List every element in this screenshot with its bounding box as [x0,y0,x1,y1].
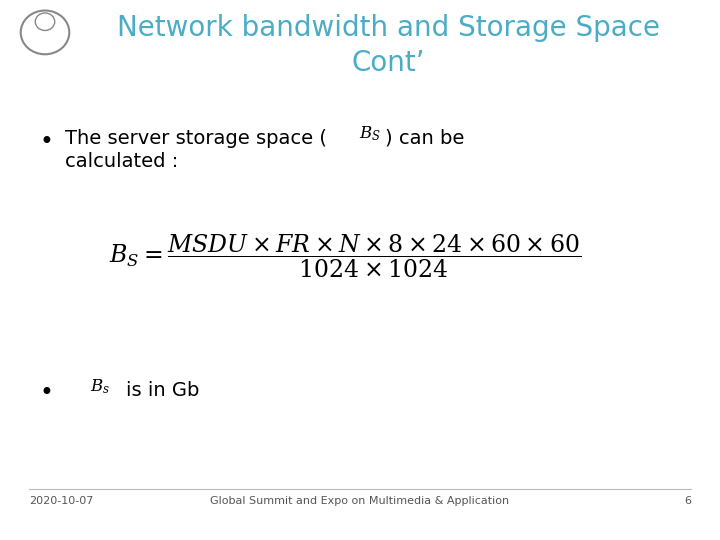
Text: •: • [40,130,53,153]
Text: 6: 6 [684,496,691,506]
Text: is in Gb: is in Gb [126,381,199,400]
Text: $B_s$: $B_s$ [90,377,110,396]
Text: 2020-10-07: 2020-10-07 [29,496,93,506]
Text: The server storage space (: The server storage space ( [65,129,333,147]
Text: ) can be: ) can be [385,129,464,147]
Text: Global Summit and Expo on Multimedia & Application: Global Summit and Expo on Multimedia & A… [210,496,510,506]
Text: $B_S$: $B_S$ [359,124,380,143]
Text: Network bandwidth and Storage Space
Cont’: Network bandwidth and Storage Space Cont… [117,14,660,77]
Text: calculated :: calculated : [65,152,178,171]
Text: •: • [40,381,53,404]
Text: $B_S = \dfrac{MSDU \times FR \times N \times 8 \times 24 \times 60 \times 60}{10: $B_S = \dfrac{MSDU \times FR \times N \t… [109,233,582,280]
